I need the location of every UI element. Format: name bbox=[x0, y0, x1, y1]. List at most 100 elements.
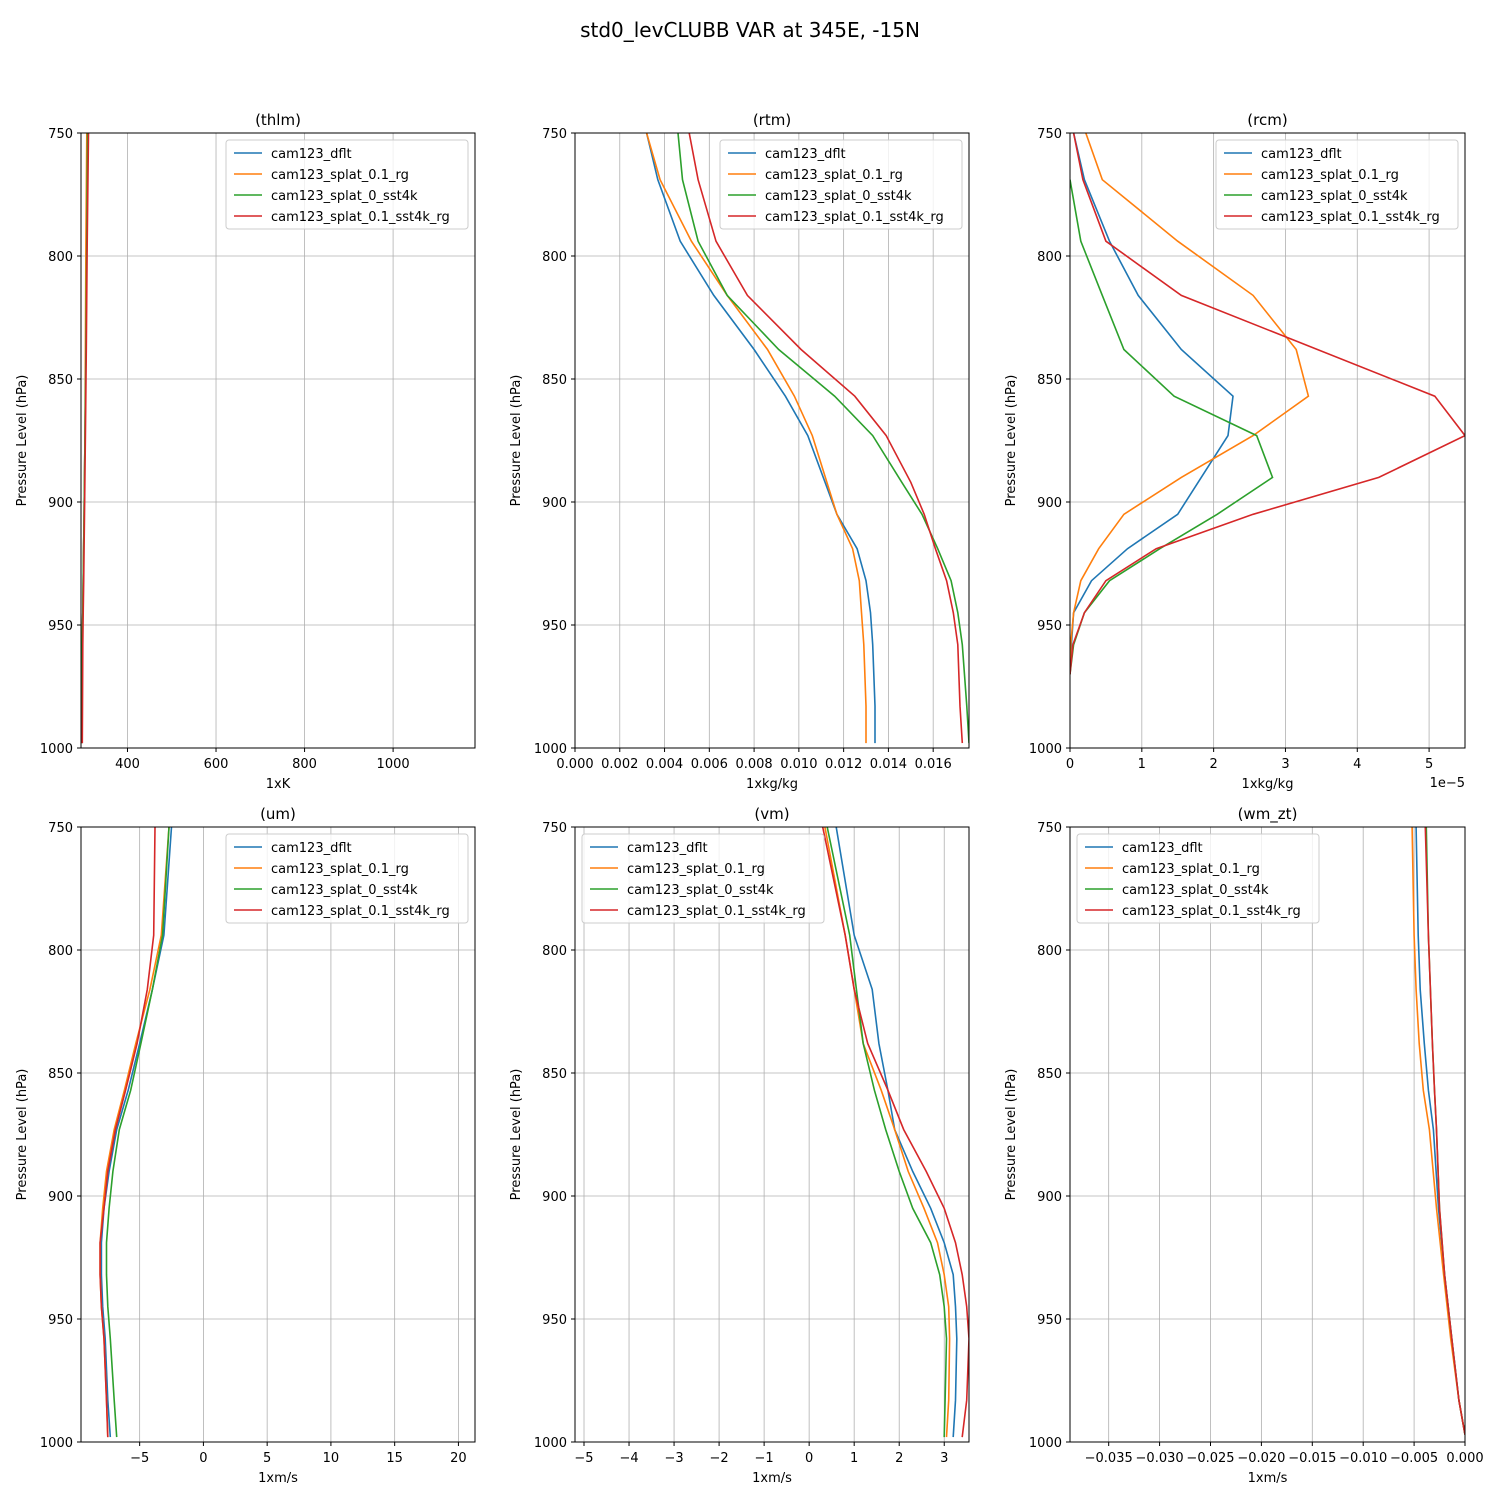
plot-area bbox=[81, 133, 475, 748]
panel-3: −5 0 5 10 15 20 750 800 850 900 950 1000 (um) 1xm/s Pr… bbox=[15, 805, 476, 1486]
legend-label-2: cam123_splat_0_sst4k bbox=[271, 189, 418, 204]
y-tick-label: 750 bbox=[1037, 821, 1062, 836]
y-axis-label: Pressure Level (hPa) bbox=[15, 1069, 30, 1201]
y-tick-label: 850 bbox=[48, 1067, 73, 1082]
panel-title: (rcm) bbox=[1247, 111, 1287, 129]
panel-title: (um) bbox=[260, 805, 296, 823]
x-tick-label: 0.000 bbox=[556, 757, 593, 772]
legend-label-3: cam123_splat_0.1_sst4k_rg bbox=[1122, 904, 1301, 919]
y-tick-label: 850 bbox=[542, 373, 567, 388]
x-axis-label: 1xm/s bbox=[258, 1471, 298, 1486]
legend-label-1: cam123_splat_0.1_rg bbox=[271, 862, 409, 877]
series-line-1 bbox=[645, 133, 867, 744]
legend-label-2: cam123_splat_0_sst4k bbox=[271, 883, 418, 898]
x-tick-label: 1 bbox=[850, 1451, 858, 1466]
y-tick-label: 800 bbox=[48, 250, 73, 265]
panel-0: 400 600 800 1000 750 800 850 900 950 1000 (thlm) 1x… bbox=[15, 111, 476, 792]
legend-label-0: cam123_dflt bbox=[765, 147, 846, 162]
legend-label-2: cam123_splat_0_sst4k bbox=[1261, 189, 1408, 204]
legend-label-3: cam123_splat_0.1_sst4k_rg bbox=[765, 210, 944, 225]
series-line-2 bbox=[677, 133, 969, 744]
y-tick-label: 950 bbox=[48, 619, 73, 634]
x-tick-label: −0.005 bbox=[1390, 1451, 1438, 1466]
panel-2: 0 1 2 3 4 5 750 800 850 900 950 1000 (rcm) 1xkg/kg Pre… bbox=[1004, 111, 1466, 792]
legend-label-1: cam123_splat_0.1_rg bbox=[271, 168, 409, 183]
axes-frame bbox=[574, 826, 970, 1443]
y-axis-label: Pressure Level (hPa) bbox=[15, 375, 30, 507]
legend-label-3: cam123_splat_0.1_sst4k_rg bbox=[271, 210, 450, 225]
y-tick-label: 900 bbox=[1037, 1190, 1062, 1205]
panel-title: (thlm) bbox=[255, 111, 301, 129]
x-axis-label: 1xkg/kg bbox=[1242, 777, 1294, 792]
plot-area bbox=[1070, 133, 1465, 748]
x-tick-label: 10 bbox=[323, 1451, 340, 1466]
panel-title: (rtm) bbox=[753, 111, 791, 129]
y-tick-label: 750 bbox=[542, 821, 567, 836]
y-tick-label: 800 bbox=[1037, 944, 1062, 959]
x-tick-label: 2 bbox=[1209, 757, 1217, 772]
y-axis-label: Pressure Level (hPa) bbox=[1004, 1069, 1019, 1201]
y-tick-label: 800 bbox=[48, 944, 73, 959]
y-tick-label: 850 bbox=[1037, 1067, 1062, 1082]
legend: cam123_dflt cam123_splat_0.1_rg cam123_spl… bbox=[719, 139, 963, 230]
panels-group: 400 600 800 10007508008509009501000(thlm)1x… bbox=[15, 111, 1484, 1486]
legend-box bbox=[225, 833, 469, 924]
legend-label-0: cam123_dflt bbox=[1122, 841, 1203, 856]
panel-title: (wm_zt) bbox=[1238, 805, 1298, 824]
plot-area bbox=[575, 827, 969, 1442]
y-tick-label: 900 bbox=[542, 496, 567, 511]
y-tick-label: 850 bbox=[542, 1067, 567, 1082]
x-tick-label: 0 bbox=[805, 1451, 813, 1466]
y-axis-label: Pressure Level (hPa) bbox=[509, 1069, 524, 1201]
x-tick-label: 1000 bbox=[377, 757, 410, 772]
y-tick-label: 950 bbox=[1037, 619, 1062, 634]
x-tick-label: −0.015 bbox=[1288, 1451, 1336, 1466]
legend: cam123_dflt cam123_splat_0.1_rg cam123_spl… bbox=[225, 139, 469, 230]
x-tick-label: 0.004 bbox=[646, 757, 683, 772]
x-tick-label: −5 bbox=[130, 1451, 149, 1466]
series-line-1 bbox=[1070, 133, 1310, 675]
y-tick-label: 800 bbox=[542, 250, 567, 265]
series-line-3 bbox=[99, 827, 156, 1438]
series-line-0 bbox=[645, 133, 876, 744]
y-tick-label: 800 bbox=[542, 944, 567, 959]
x-tick-label: 0 bbox=[199, 1451, 207, 1466]
x-tick-label: 0.006 bbox=[691, 757, 728, 772]
x-tick-label: 0.014 bbox=[870, 757, 907, 772]
x-tick-label: −4 bbox=[619, 1451, 638, 1466]
series-line-3 bbox=[688, 133, 964, 744]
x-axis-label: 1xK bbox=[266, 777, 291, 792]
legend-label-3: cam123_splat_0.1_sst4k_rg bbox=[271, 904, 450, 919]
y-tick-label: 900 bbox=[48, 496, 73, 511]
legend-box bbox=[1076, 833, 1320, 924]
legend-box bbox=[581, 833, 825, 924]
legend-label-2: cam123_splat_0_sst4k bbox=[1122, 883, 1269, 898]
y-tick-label: 950 bbox=[48, 1313, 73, 1328]
axes-frame bbox=[1069, 826, 1466, 1443]
panel-title: (vm) bbox=[754, 805, 789, 823]
x-tick-label: 3 bbox=[1281, 757, 1289, 772]
legend-label-0: cam123_dflt bbox=[627, 841, 708, 856]
y-tick-label: 950 bbox=[1037, 1313, 1062, 1328]
x-axis-label: 1xkg/kg bbox=[746, 777, 798, 792]
series-line-0 bbox=[835, 827, 958, 1438]
panel-1: 0.000 0.002 0.004 0.006 0.008 0.010 0.012 0.014… bbox=[509, 111, 970, 792]
series-line-3 bbox=[1070, 133, 1465, 675]
x-tick-label: 400 bbox=[115, 757, 140, 772]
legend-label-3: cam123_splat_0.1_sst4k_rg bbox=[627, 904, 806, 919]
x-tick-label: 0.002 bbox=[601, 757, 638, 772]
x-tick-label: 0.010 bbox=[780, 757, 817, 772]
legend-label-0: cam123_dflt bbox=[1261, 147, 1342, 162]
y-tick-label: 1000 bbox=[40, 742, 73, 757]
x-tick-label: −0.010 bbox=[1339, 1451, 1387, 1466]
legend-box bbox=[1215, 139, 1459, 230]
y-tick-label: 1000 bbox=[40, 1436, 73, 1451]
x-tick-label: 0 bbox=[1066, 757, 1074, 772]
series-line-3 bbox=[81, 133, 90, 744]
legend-box bbox=[719, 139, 963, 230]
legend-label-1: cam123_splat_0.1_rg bbox=[1261, 168, 1399, 183]
x-tick-label: 800 bbox=[292, 757, 317, 772]
x-tick-label: −0.025 bbox=[1186, 1451, 1234, 1466]
series-line-3 bbox=[1424, 827, 1465, 1435]
